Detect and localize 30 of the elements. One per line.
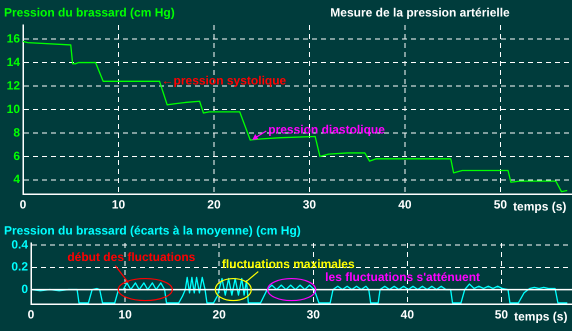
x-tick-label: 20 (212, 308, 226, 322)
y-tick-label: 10 (6, 102, 20, 116)
y-tick-label: 16 (6, 31, 20, 46)
y-axis-title: Pression du brassard (écarts à la moyenne) (cm Hg) (4, 223, 301, 238)
x-tick-label: 20 (207, 198, 221, 212)
x-tick-label: 10 (118, 308, 132, 322)
x-axis-title: temps (s) (513, 199, 566, 214)
annotation: début des fluctuations (67, 250, 196, 264)
annotation: les fluctuations s'atténuent (325, 270, 480, 284)
chart-title: Mesure de la pression artérielle (330, 5, 510, 20)
annotation: pression diastolique (268, 122, 386, 136)
x-axis-title: temps (s) (514, 309, 568, 324)
y-tick-label: 6 (13, 148, 20, 163)
x-tick-label: 50 (494, 198, 508, 212)
y-tick-label: 12 (6, 78, 20, 92)
x-tick-label: 10 (112, 198, 126, 212)
x-tick-label: 50 (494, 308, 508, 322)
y-tick-label: 14 (6, 54, 20, 69)
x-tick-label: 40 (398, 198, 412, 212)
x-tick-label: 30 (306, 308, 320, 322)
y-tick-label: 4 (13, 172, 20, 186)
annotation: ←pression systolique (162, 74, 287, 88)
y-tick-label: 8 (13, 125, 20, 140)
y-axis-title: Pression du brassard (cm Hg) (4, 5, 175, 20)
y-tick-label: 0.4 (11, 238, 28, 252)
y-tick-label: 0.2 (11, 260, 28, 274)
x-tick-label: 40 (400, 308, 414, 322)
y-tick-label: 0 (21, 282, 28, 296)
annotation: fluctuations maximales (222, 256, 355, 271)
x-tick-label: 30 (302, 198, 316, 212)
